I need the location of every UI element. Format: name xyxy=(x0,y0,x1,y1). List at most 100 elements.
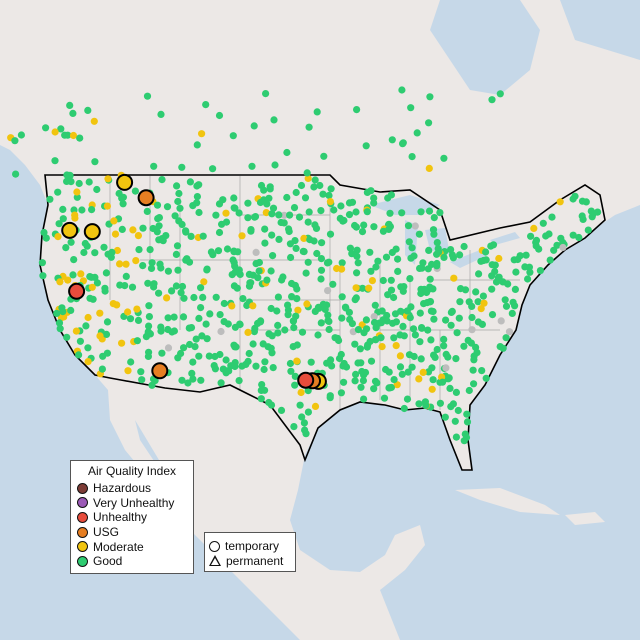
monitor-dot[interactable] xyxy=(454,406,462,415)
monitor-dot[interactable] xyxy=(88,283,96,291)
monitor-dot[interactable] xyxy=(361,368,370,377)
monitor-dot[interactable] xyxy=(358,228,367,236)
monitor-dot[interactable] xyxy=(177,349,185,358)
monitor-dot[interactable] xyxy=(356,345,364,353)
monitor-dot[interactable] xyxy=(283,193,291,202)
monitor-dot[interactable] xyxy=(415,230,423,238)
monitor-dot[interactable] xyxy=(452,433,460,441)
monitor-dot[interactable] xyxy=(286,359,294,368)
monitor-dot[interactable] xyxy=(254,319,262,327)
monitor-dot[interactable] xyxy=(371,377,380,385)
monitor-dot[interactable] xyxy=(261,225,269,233)
monitor-dot[interactable] xyxy=(366,337,374,346)
monitor-dot[interactable] xyxy=(352,284,360,292)
monitor-dot[interactable] xyxy=(406,275,414,283)
monitor-dot[interactable] xyxy=(12,170,20,178)
monitor-dot[interactable] xyxy=(453,329,461,337)
monitor-dot[interactable] xyxy=(222,218,231,226)
monitor-dot[interactable] xyxy=(76,134,84,142)
monitor-dot[interactable] xyxy=(110,217,118,225)
monitor-dot[interactable] xyxy=(290,324,298,332)
monitor-dot[interactable] xyxy=(261,358,269,366)
monitor-dot[interactable] xyxy=(144,330,152,338)
monitor-dot[interactable] xyxy=(219,196,227,204)
monitor-dot[interactable] xyxy=(370,313,378,321)
monitor-dot[interactable] xyxy=(72,327,80,335)
monitor-dot[interactable] xyxy=(419,259,427,267)
monitor-dot[interactable] xyxy=(171,212,179,220)
monitor-dot[interactable] xyxy=(73,188,81,196)
monitor-dot[interactable] xyxy=(262,90,270,98)
monitor-dot[interactable] xyxy=(405,238,413,246)
monitor-dot[interactable] xyxy=(505,328,514,336)
monitor-dot[interactable] xyxy=(417,285,425,293)
monitor-dot[interactable] xyxy=(328,362,336,370)
monitor-dot[interactable] xyxy=(59,215,67,223)
monitor-dot[interactable] xyxy=(168,328,176,336)
monitor-dot[interactable] xyxy=(300,248,308,256)
monitor-dot[interactable] xyxy=(252,362,260,370)
monitor-dot[interactable] xyxy=(298,328,307,336)
monitor-dot[interactable] xyxy=(367,267,375,275)
monitor-dot[interactable] xyxy=(411,331,419,339)
monitor-dot[interactable] xyxy=(353,246,361,254)
monitor-dot[interactable] xyxy=(249,340,257,348)
monitor-dot[interactable] xyxy=(488,96,496,104)
monitor-dot[interactable] xyxy=(440,335,448,343)
monitor-dot[interactable] xyxy=(429,376,437,384)
monitor-dot[interactable] xyxy=(469,366,477,374)
monitor-dot[interactable] xyxy=(297,388,305,397)
monitor-dot[interactable] xyxy=(548,213,556,221)
monitor-dot[interactable] xyxy=(186,178,194,186)
monitor-dot[interactable] xyxy=(236,270,244,278)
monitor-dot[interactable] xyxy=(460,342,468,350)
monitor-dot[interactable] xyxy=(187,232,195,240)
monitor-dot[interactable] xyxy=(153,201,162,209)
monitor-dot[interactable] xyxy=(378,343,386,351)
monitor-dot[interactable] xyxy=(155,236,163,244)
monitor-dot[interactable] xyxy=(199,232,207,240)
monitor-dot[interactable] xyxy=(235,377,243,385)
monitor-dot[interactable] xyxy=(100,243,108,251)
monitor-dot[interactable] xyxy=(293,295,301,303)
monitor-dot[interactable] xyxy=(182,227,190,235)
monitor-dot[interactable] xyxy=(85,178,93,186)
monitor-dot[interactable] xyxy=(104,175,112,183)
monitor-dot[interactable] xyxy=(145,302,153,310)
monitor-dot[interactable] xyxy=(327,185,335,193)
monitor-dot[interactable] xyxy=(335,336,343,345)
monitor-dot[interactable] xyxy=(340,359,348,368)
monitor-dot[interactable] xyxy=(55,319,64,327)
monitor-dot[interactable] xyxy=(482,248,490,256)
monitor-dot[interactable] xyxy=(353,269,361,277)
monitor-dot[interactable] xyxy=(390,334,398,342)
monitor-dot[interactable] xyxy=(269,252,277,260)
monitor-dot[interactable] xyxy=(363,343,371,351)
monitor-dot[interactable] xyxy=(46,195,54,203)
monitor-dot[interactable] xyxy=(370,194,378,202)
monitor-dot[interactable] xyxy=(354,259,362,267)
monitor-dot[interactable] xyxy=(67,238,75,246)
monitor-dot[interactable] xyxy=(440,253,448,261)
monitor-dot[interactable] xyxy=(399,322,407,330)
monitor-dot[interactable] xyxy=(472,288,480,296)
monitor-dot[interactable] xyxy=(39,272,47,280)
monitor-dot[interactable] xyxy=(212,293,220,301)
monitor-dot[interactable] xyxy=(249,302,257,310)
monitor-dot[interactable] xyxy=(261,239,269,247)
monitor-dot[interactable] xyxy=(419,368,427,376)
monitor-dot[interactable] xyxy=(362,142,370,150)
monitor-dot[interactable] xyxy=(75,351,83,359)
monitor-dot[interactable] xyxy=(40,228,48,237)
monitor-dot[interactable] xyxy=(158,349,166,357)
monitor-dot[interactable] xyxy=(326,198,334,206)
monitor-dot[interactable] xyxy=(126,315,135,323)
monitor-dot[interactable] xyxy=(461,286,470,294)
monitor-dot[interactable] xyxy=(148,259,156,267)
monitor-dot[interactable] xyxy=(362,316,370,324)
monitor-dot[interactable] xyxy=(261,386,269,394)
monitor-dot[interactable] xyxy=(345,211,354,219)
monitor-dot[interactable] xyxy=(354,326,362,334)
monitor-dot[interactable] xyxy=(387,276,395,284)
monitor-dot[interactable] xyxy=(296,401,304,409)
